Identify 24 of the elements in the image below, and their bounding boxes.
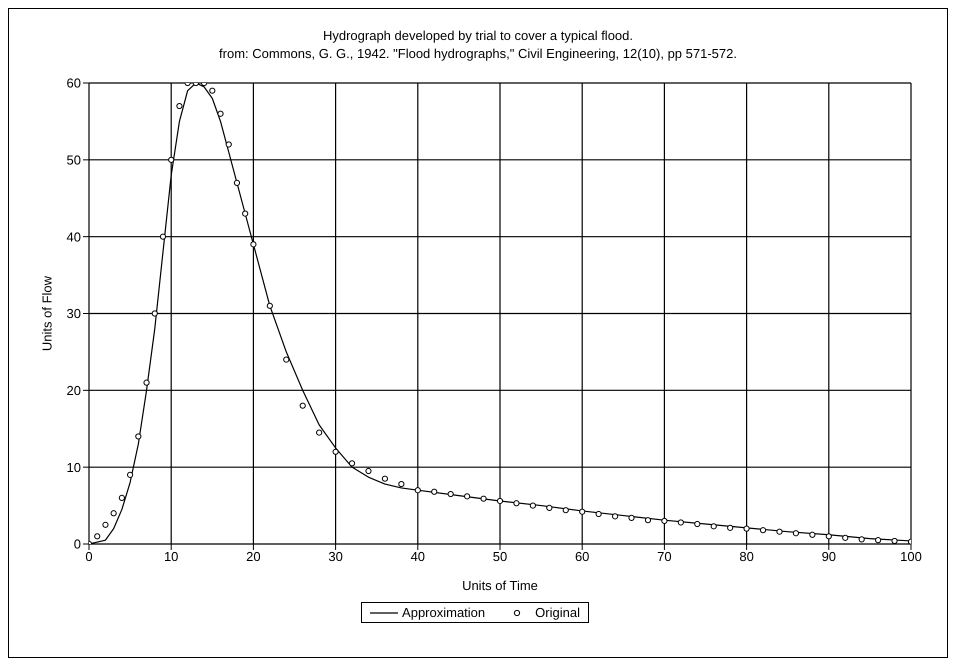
x-tick-label: 90 xyxy=(822,549,836,564)
x-tick-label: 60 xyxy=(574,549,590,564)
y-tick-label: 20 xyxy=(66,382,81,398)
chart-subtitle: from: Commons, G. G., 1942. "Flood hydrographs," Civil Engineering, 12(10), pp 571-572. xyxy=(218,45,738,63)
y-tick-label: 40 xyxy=(66,229,81,244)
y-tick-label: 10 xyxy=(66,460,81,475)
x-tick-label: 0 xyxy=(85,549,93,564)
x-axis-title: Units of Time xyxy=(462,578,538,593)
y-tick-label: 50 xyxy=(66,152,81,168)
x-tick-label: 30 xyxy=(328,549,343,564)
y-tick-label: 0 xyxy=(74,536,81,552)
chart-title: Hydrograph developed by trial to cover a typical flood. xyxy=(322,27,634,45)
x-tick-label: 80 xyxy=(739,549,754,564)
legend-label: Original xyxy=(535,605,580,620)
y-axis-title: Units of Flow xyxy=(40,275,55,352)
x-tick-label: 100 xyxy=(900,549,922,564)
y-tick-label: 30 xyxy=(66,306,81,322)
x-tick-label: 50 xyxy=(492,549,508,564)
x-tick-label: 70 xyxy=(657,549,672,564)
x-tick-label: 10 xyxy=(164,549,178,564)
y-tick-label: 60 xyxy=(66,76,81,91)
x-tick-label: 40 xyxy=(410,549,426,564)
legend-label: Approximation xyxy=(402,605,486,620)
x-tick-label: 20 xyxy=(246,549,261,564)
